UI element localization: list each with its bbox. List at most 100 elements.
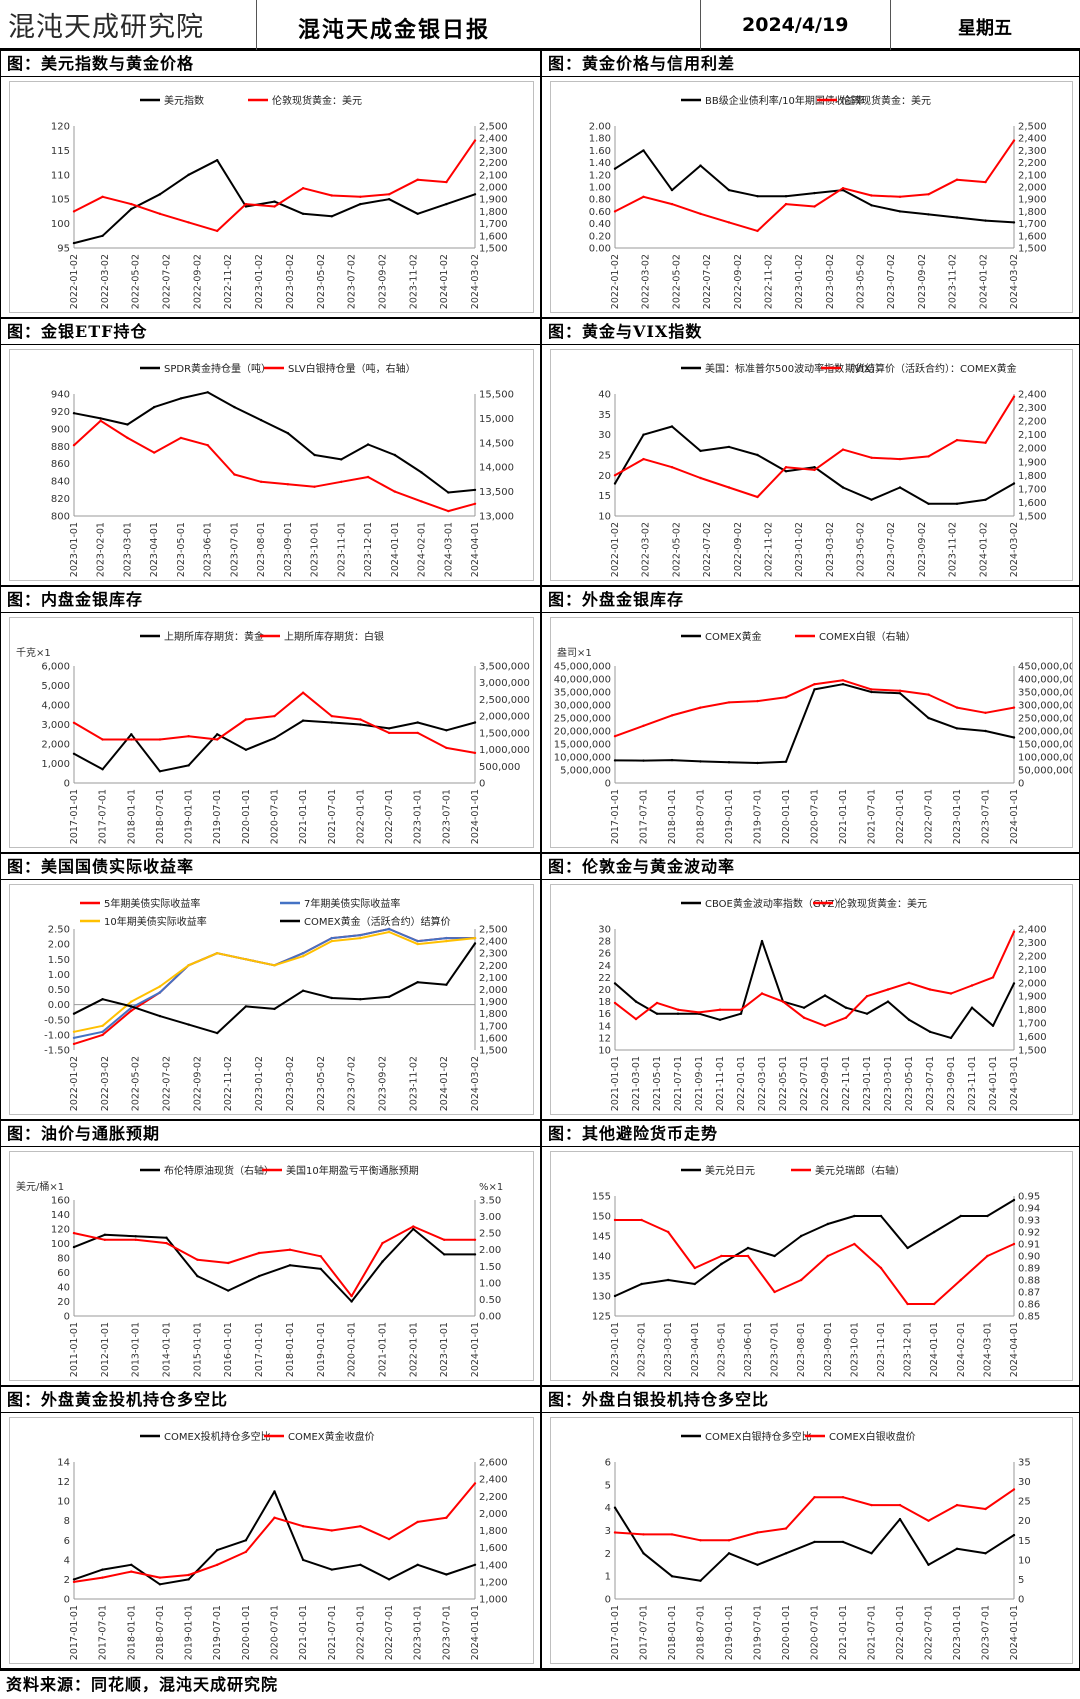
x-tick-label: 2017-01-01 xyxy=(610,789,621,844)
y-tick-label-right: 200,000,000 xyxy=(1018,727,1072,738)
chart-legend: COMEX投机持仓多空比 COMEX黄金收盘价 xyxy=(140,1430,375,1443)
chart-legend: CBOE黄金波动率指数（GVZ）伦敦现货黄金：美元 xyxy=(681,897,927,910)
data-point xyxy=(907,1018,911,1021)
x-tick-label: 2023-03-02 xyxy=(825,522,836,577)
y-tick-label-left: 0 xyxy=(605,779,611,790)
data-point xyxy=(984,1552,987,1555)
chart-area: 5年期美债实际收益率 7年期美债实际收益率 10年期美债实际收益率 COMEX黄金（活… xyxy=(9,884,534,1115)
data-point xyxy=(773,1254,776,1258)
y-tick-label-right: 1,200 xyxy=(479,1577,508,1588)
x-tick-label: 2020-01-01 xyxy=(781,789,792,844)
x-tick-label: 2023-09-02 xyxy=(377,254,388,309)
y-tick-label-left: 2.00 xyxy=(48,940,70,951)
x-tick-label: 2023-11-02 xyxy=(948,254,959,309)
x-tick-label: 2024-03-02 xyxy=(1009,522,1020,577)
y-tick-label-right: 300,000,000 xyxy=(1018,701,1072,712)
data-point xyxy=(227,1289,230,1292)
x-tick-label: 2019-01-01 xyxy=(724,1605,735,1660)
x-tick-label: 2022-07-02 xyxy=(162,1056,173,1111)
x-tick-label: 2023-02-01 xyxy=(96,522,107,577)
data-point xyxy=(196,1258,199,1261)
y-tick-label-right: 15 xyxy=(1018,1536,1031,1547)
y-tick-label-right: 15,500 xyxy=(479,390,514,401)
y-tick-label-right: 1,700 xyxy=(1018,1019,1047,1030)
data-point xyxy=(319,1255,322,1258)
data-point xyxy=(187,964,190,967)
data-point xyxy=(273,737,276,740)
chart-area: COMEX白银持仓多空比 COMEX白银收盘价 0 1 2 3 4 5 6 0 5 10 15 20 25 3… xyxy=(550,1417,1073,1664)
y-tick-label-right: 0.95 xyxy=(1018,1192,1040,1203)
x-tick-label: 2023-03-02 xyxy=(285,1056,296,1111)
data-point xyxy=(927,1519,930,1522)
data-point xyxy=(301,691,305,694)
x-tick-label: 2021-01-01 xyxy=(298,1605,309,1660)
y-tick-label-left: 25 xyxy=(598,451,611,462)
data-point xyxy=(187,1578,190,1581)
data-point xyxy=(134,1238,137,1241)
data-point xyxy=(933,1230,936,1234)
y-tick-label-left: 22 xyxy=(598,973,611,984)
y-tick-label-left: 24 xyxy=(598,961,611,972)
data-point xyxy=(330,215,333,218)
data-point xyxy=(727,701,731,704)
chart-legend: SPDR黄金持仓量（吨） SLV白银持仓量（吨，右轴） xyxy=(140,362,416,375)
data-point xyxy=(879,1214,883,1218)
data-point xyxy=(693,1266,696,1270)
x-tick-label: 2023-07-01 xyxy=(441,1605,452,1660)
legend-label: SPDR黄金持仓量（吨） xyxy=(164,362,271,375)
data-point xyxy=(130,202,133,206)
y-tick-label-left: 20 xyxy=(598,985,611,996)
x-tick-label: 2017-07-01 xyxy=(98,789,109,844)
data-point xyxy=(898,457,902,461)
x-tick-label: 2023-07-01 xyxy=(770,1322,781,1377)
x-tick-label: 2022-05-02 xyxy=(671,522,682,577)
legend-label: 10年期美债实际收益率 xyxy=(104,915,207,928)
data-point xyxy=(642,1533,645,1536)
y-tick-label-right: 1,600 xyxy=(479,231,508,242)
y-tick-label-right: 0.50 xyxy=(479,1295,501,1306)
x-tick-label: 2024-03-01 xyxy=(982,1322,993,1377)
data-point xyxy=(473,936,477,940)
y-tick-label-left: 35 xyxy=(598,410,611,421)
legend-label: 7年期美债实际收益率 xyxy=(304,897,400,910)
y-tick-label-right: 13,500 xyxy=(479,487,514,498)
legend-label: 伦敦现货黄金：美元 xyxy=(841,94,931,107)
panel-title: 图：美国国债实际收益率 xyxy=(1,854,540,880)
x-tick-label: 2013-01-01 xyxy=(131,1322,142,1377)
data-point xyxy=(928,1030,932,1033)
data-point xyxy=(1012,1242,1016,1246)
data-point xyxy=(699,706,702,709)
data-point xyxy=(1012,736,1016,739)
y-tick-label-left: 115 xyxy=(51,146,70,157)
y-tick-label-left: 3,000 xyxy=(41,720,70,731)
y-tick-label-right: 2,400 xyxy=(1018,925,1047,936)
y-tick-label-left: 18 xyxy=(598,997,611,1008)
data-point xyxy=(366,443,370,446)
x-tick-label: 2022-07-01 xyxy=(924,789,935,844)
data-point xyxy=(841,448,845,451)
data-point xyxy=(216,952,219,955)
data-point xyxy=(330,721,333,724)
data-point xyxy=(216,159,219,162)
x-tick-label: 2022-03-02 xyxy=(100,1056,111,1111)
x-tick-label: 2023-07-02 xyxy=(347,1056,358,1111)
data-point xyxy=(781,1000,785,1003)
data-point xyxy=(330,939,333,943)
chart-area: COMEX投机持仓多空比 COMEX黄金收盘价 0 2 4 6 8 10 12 14 1,000 1,… xyxy=(9,1417,534,1664)
data-point xyxy=(227,1261,230,1265)
data-point xyxy=(676,1008,680,1011)
y-tick-label-left: 5,000,000 xyxy=(560,766,611,777)
x-tick-label: 2024-01-01 xyxy=(470,1322,481,1377)
data-point xyxy=(642,724,645,727)
x-tick-label: 2022-01-01 xyxy=(895,1605,906,1660)
series-line xyxy=(73,419,476,513)
data-point xyxy=(130,1005,133,1008)
x-tick-label: 2022-01-01 xyxy=(355,789,366,844)
y-tick-label-left: 880 xyxy=(51,442,70,453)
y-tick-label-right: 1.50 xyxy=(479,1262,501,1273)
y-tick-label-left: 40 xyxy=(598,390,611,401)
y-tick-label-right: 1,900 xyxy=(1018,195,1047,206)
y-tick-label-left: 2 xyxy=(605,1549,611,1560)
chart-svg: 5年期美债实际收益率 7年期美债实际收益率 10年期美债实际收益率 COMEX黄金（活… xyxy=(44,897,508,1111)
data-point xyxy=(841,679,845,682)
